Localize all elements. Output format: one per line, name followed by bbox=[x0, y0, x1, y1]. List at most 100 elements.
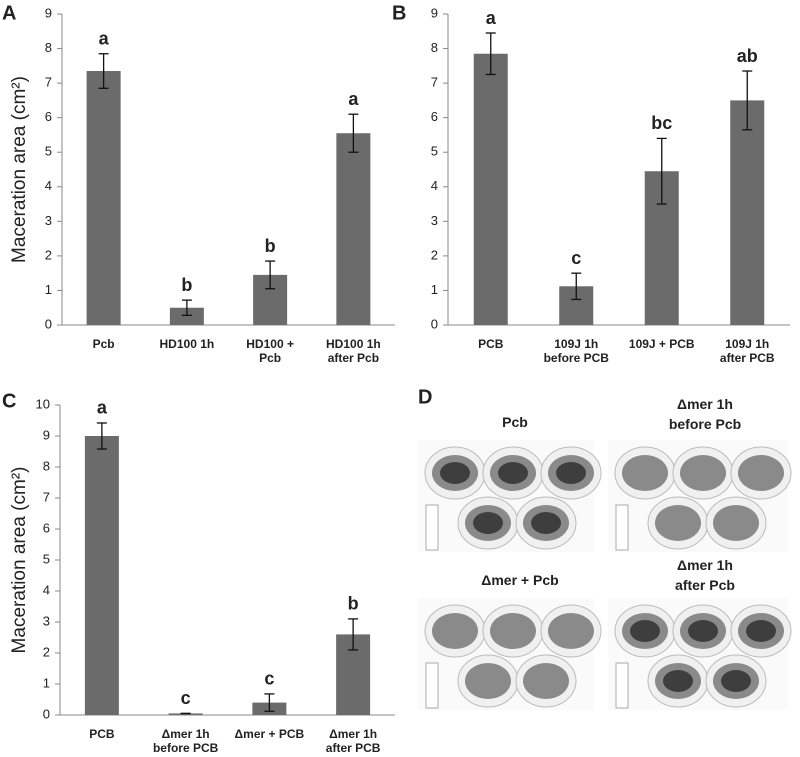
significance-letter: a bbox=[348, 89, 359, 109]
photo-caption-box: Δmer 1h after Pcb bbox=[675, 557, 735, 593]
macerated-zone bbox=[498, 462, 528, 484]
y-axis-label: Maceration area (cm²) bbox=[9, 467, 30, 654]
y-tick-label: 4 bbox=[43, 582, 50, 597]
error-bar bbox=[742, 70, 753, 131]
x-tick-label-box: Δmer 1h before PCB bbox=[152, 727, 219, 755]
leaf-disc bbox=[465, 663, 511, 699]
y-tick-label: 7 bbox=[431, 75, 438, 90]
y-tick-label: 6 bbox=[45, 109, 52, 124]
y-tick-label: 1 bbox=[45, 282, 52, 297]
macerated-zone bbox=[630, 620, 660, 642]
macerated-zone bbox=[440, 462, 470, 484]
leaf-disc bbox=[713, 505, 759, 541]
ruler bbox=[615, 504, 629, 551]
panel-label: B bbox=[392, 2, 406, 24]
y-tick-label: 4 bbox=[431, 178, 438, 193]
x-tick-label: HD100 + Pcb bbox=[246, 337, 294, 365]
macerated-zone bbox=[746, 620, 776, 642]
x-tick-label: HD100 1h bbox=[159, 337, 215, 351]
significance-letter: b bbox=[265, 236, 276, 256]
error-bar bbox=[265, 260, 276, 290]
leaf-disc bbox=[655, 505, 701, 541]
x-tick-label-box: PCB bbox=[89, 727, 115, 741]
ruler bbox=[425, 504, 439, 551]
significance-letter: b bbox=[181, 275, 192, 295]
y-tick-label: 1 bbox=[43, 675, 50, 690]
panel-label: D bbox=[418, 386, 432, 408]
bar bbox=[730, 100, 765, 325]
y-tick-label: 0 bbox=[431, 316, 438, 331]
macerated-zone bbox=[531, 512, 561, 534]
photo-caption: Δmer 1h after Pcb bbox=[675, 557, 735, 593]
x-tick-label-box: PCB bbox=[478, 337, 504, 351]
x-tick-label-box: Δmer 1h after PCB bbox=[326, 727, 381, 755]
significance-letter: c bbox=[181, 688, 191, 708]
macerated-zone bbox=[556, 462, 586, 484]
y-tick-label: 8 bbox=[43, 458, 50, 473]
x-tick-label-box: 109J + PCB bbox=[629, 337, 695, 351]
x-tick-label-box: 109J 1h after PCB bbox=[719, 337, 775, 365]
leaf-disc bbox=[622, 455, 668, 491]
y-tick-label: 2 bbox=[431, 247, 438, 262]
panel-label: C bbox=[2, 390, 16, 412]
macerated-zone bbox=[688, 620, 718, 642]
error-bar bbox=[348, 113, 359, 153]
error-bar bbox=[181, 299, 192, 316]
bar bbox=[168, 713, 203, 715]
bar bbox=[336, 133, 371, 325]
x-tick-label-box: 109J 1h before PCB bbox=[544, 337, 609, 365]
x-tick-label: PCB bbox=[478, 337, 504, 351]
y-tick-label: 3 bbox=[45, 213, 52, 228]
error-bar bbox=[656, 137, 667, 205]
leaf-disc bbox=[548, 613, 594, 649]
y-tick-label: 8 bbox=[45, 40, 52, 55]
leaf-disc bbox=[490, 613, 536, 649]
error-bar bbox=[264, 693, 275, 712]
leaf-disc bbox=[432, 613, 478, 649]
x-tick-label: Δmer + PCB bbox=[234, 727, 305, 741]
y-tick-label: 4 bbox=[45, 178, 52, 193]
x-tick-label-box: Δmer + PCB bbox=[234, 727, 305, 741]
y-tick-label: 0 bbox=[43, 706, 50, 721]
x-tick-label: HD100 1h after Pcb bbox=[326, 337, 381, 365]
y-tick-label: 7 bbox=[45, 75, 52, 90]
error-bar bbox=[96, 422, 107, 450]
leaf-disc bbox=[680, 455, 726, 491]
error-bar bbox=[348, 618, 359, 651]
significance-letter: bc bbox=[651, 113, 672, 133]
error-bar bbox=[98, 53, 109, 89]
significance-letter: a bbox=[99, 28, 110, 48]
y-tick-label: 3 bbox=[431, 213, 438, 228]
y-tick-label: 9 bbox=[431, 5, 438, 20]
photo-caption: Δmer 1h before Pcb bbox=[668, 396, 742, 432]
y-tick-label: 5 bbox=[45, 144, 52, 159]
x-tick-label: Δmer 1h before PCB bbox=[152, 727, 219, 755]
photo-caption: Δmer + Pcb bbox=[481, 572, 559, 588]
x-tick-label: PCB bbox=[89, 727, 115, 741]
y-tick-label: 0 bbox=[45, 316, 52, 331]
y-tick-label: 10 bbox=[36, 396, 50, 411]
ruler bbox=[615, 662, 629, 709]
leaf-disc bbox=[523, 663, 569, 699]
x-tick-label: Pcb bbox=[92, 337, 115, 351]
bar bbox=[169, 307, 204, 325]
significance-letter: c bbox=[571, 248, 581, 268]
y-tick-label: 9 bbox=[45, 5, 52, 20]
x-tick-label-box: Pcb bbox=[92, 337, 115, 351]
bar bbox=[84, 436, 119, 715]
y-tick-label: 8 bbox=[431, 40, 438, 55]
significance-letter: a bbox=[97, 398, 108, 418]
y-tick-label: 6 bbox=[431, 109, 438, 124]
panel-label: A bbox=[2, 2, 16, 24]
bar bbox=[473, 53, 508, 325]
x-tick-label-box: HD100 1h bbox=[159, 337, 215, 351]
y-tick-label: 2 bbox=[43, 644, 50, 659]
x-tick-label: 109J 1h after PCB bbox=[719, 337, 775, 365]
bar bbox=[86, 71, 121, 326]
ruler bbox=[425, 662, 439, 709]
y-tick-label: 2 bbox=[45, 247, 52, 262]
photo-caption-box: Δmer 1h before Pcb bbox=[668, 396, 742, 432]
macerated-zone bbox=[663, 670, 693, 692]
significance-letter: a bbox=[486, 8, 497, 28]
